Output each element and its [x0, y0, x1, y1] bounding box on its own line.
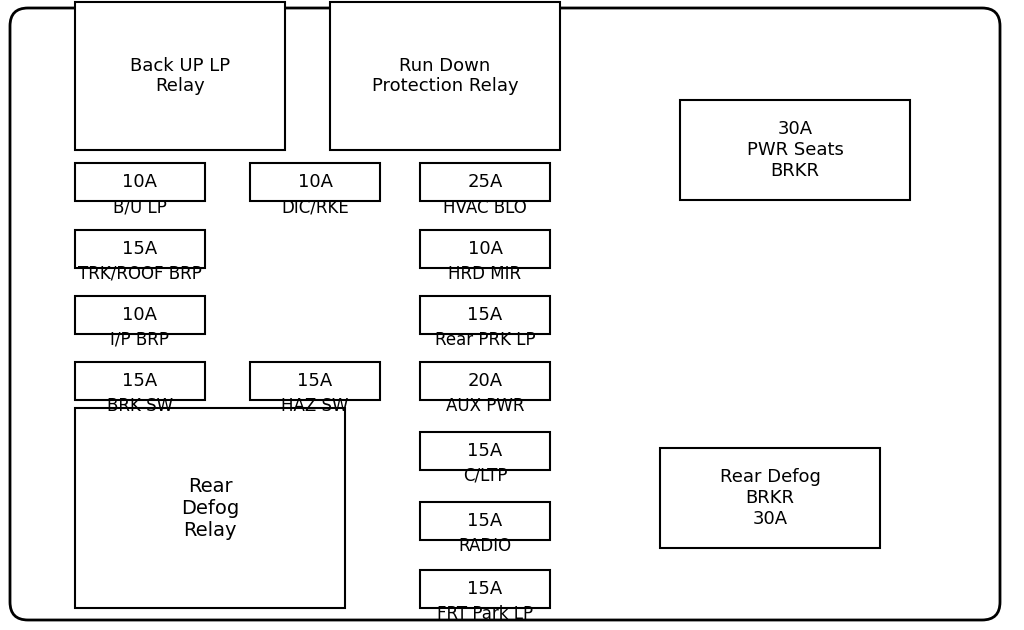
Text: 15A: 15A [467, 442, 503, 460]
Text: TRK/ROOF BRP: TRK/ROOF BRP [78, 265, 202, 283]
Bar [420, 570, 550, 608]
Text: Rear Defog
BRKR
30A: Rear Defog BRKR 30A [720, 468, 820, 528]
Text: HVAC BLO: HVAC BLO [443, 199, 527, 217]
Text: 25A: 25A [467, 173, 503, 191]
Bar [75, 408, 345, 608]
Bar [250, 362, 380, 400]
Text: 10A: 10A [468, 240, 503, 258]
Bar [250, 163, 380, 201]
Bar [75, 296, 205, 334]
Text: 15A: 15A [467, 306, 503, 324]
Text: 15A: 15A [123, 240, 158, 258]
Text: Rear PRK LP: Rear PRK LP [434, 331, 536, 349]
Text: HRD MIR: HRD MIR [449, 265, 521, 283]
Text: 10A: 10A [298, 173, 333, 191]
Bar [420, 502, 550, 540]
Text: B/U LP: B/U LP [113, 199, 167, 217]
Text: BRK SW: BRK SW [106, 397, 173, 415]
Bar [75, 362, 205, 400]
Bar [75, 163, 205, 201]
Text: 30A
PWR Seats
BRKR: 30A PWR Seats BRKR [746, 120, 844, 180]
Bar [420, 432, 550, 470]
Text: DIC/RKE: DIC/RKE [282, 199, 349, 217]
Bar [75, 2, 285, 150]
Bar [330, 2, 560, 150]
Bar [680, 100, 910, 200]
Text: Back UP LP
Relay: Back UP LP Relay [130, 57, 230, 95]
Text: AUX PWR: AUX PWR [445, 397, 524, 415]
Bar [75, 230, 205, 268]
Text: 15A: 15A [467, 580, 503, 598]
Bar [420, 296, 550, 334]
FancyBboxPatch shape [10, 8, 1000, 620]
Text: HAZ SW: HAZ SW [282, 397, 349, 415]
Text: 10A: 10A [123, 306, 158, 324]
Bar [420, 362, 550, 400]
Text: Run Down
Protection Relay: Run Down Protection Relay [372, 57, 518, 95]
Text: 15A: 15A [297, 372, 333, 390]
Text: 15A: 15A [123, 372, 158, 390]
Bar [420, 163, 550, 201]
Text: FRT Park LP: FRT Park LP [437, 605, 534, 623]
Text: 20A: 20A [467, 372, 503, 390]
Text: I/P BRP: I/P BRP [111, 331, 170, 349]
Bar [660, 448, 880, 548]
Text: RADIO: RADIO [459, 537, 512, 555]
Text: 10A: 10A [123, 173, 158, 191]
Bar [420, 230, 550, 268]
Text: Rear
Defog
Relay: Rear Defog Relay [181, 476, 240, 539]
Text: 15A: 15A [467, 512, 503, 530]
Text: C/LTP: C/LTP [463, 467, 507, 485]
